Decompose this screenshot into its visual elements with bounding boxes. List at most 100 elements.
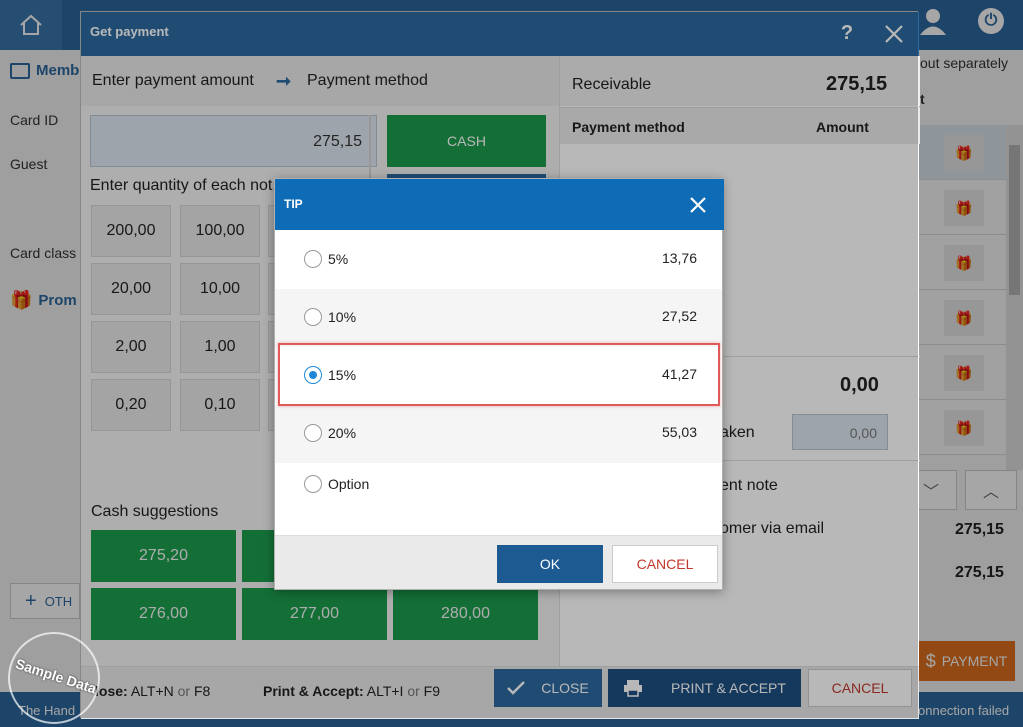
step-enter-amount[interactable]: Enter payment amount bbox=[92, 72, 254, 89]
cash-button[interactable]: CASH bbox=[387, 115, 546, 167]
scrollbar[interactable] bbox=[1006, 125, 1023, 470]
cash-suggestion-button[interactable]: 276,00 bbox=[91, 588, 236, 640]
denomination-button[interactable]: 0,20 bbox=[91, 379, 171, 431]
guest-label: Guest bbox=[10, 156, 48, 172]
cancel-button[interactable]: CANCEL bbox=[612, 545, 718, 583]
member-section: Memb bbox=[10, 62, 79, 79]
gift-icon[interactable]: 🎁 bbox=[944, 355, 984, 391]
due-amount: 275,15 bbox=[955, 564, 1004, 581]
tip-title: TIP bbox=[284, 197, 303, 211]
member-card-icon bbox=[10, 62, 30, 79]
promo-section: 🎁 Prom bbox=[10, 290, 77, 310]
cash-suggestion-button[interactable]: 280,00 bbox=[393, 588, 538, 640]
gift-icon[interactable]: 🎁 bbox=[944, 300, 984, 336]
card-id-label: Card ID bbox=[10, 112, 59, 128]
scroll-up-button[interactable]: ︿ bbox=[965, 470, 1017, 510]
close-icon[interactable] bbox=[685, 192, 711, 218]
chevron-down-icon: ﹀ bbox=[922, 484, 939, 501]
other-button[interactable]: + OTH bbox=[10, 583, 80, 619]
list-item[interactable]: 🎁 bbox=[918, 235, 1006, 290]
watermark-stamp bbox=[8, 632, 100, 724]
scrollbar-thumb[interactable] bbox=[1009, 145, 1020, 295]
print-shortcut-hint: Print & Accept: ALT+I or F9 bbox=[263, 683, 441, 699]
step-bar: Enter payment amount ➞ Payment method bbox=[81, 56, 559, 106]
printer-icon bbox=[624, 680, 643, 697]
list-item[interactable]: 🎁 bbox=[918, 125, 1006, 180]
tip-option-label: 20% bbox=[328, 425, 357, 441]
plus-icon: + bbox=[25, 589, 37, 612]
close-icon[interactable] bbox=[879, 19, 909, 49]
denomination-button[interactable]: 0,10 bbox=[180, 379, 260, 431]
home-button[interactable] bbox=[0, 0, 62, 50]
denomination-button[interactable]: 200,00 bbox=[91, 205, 171, 257]
taken-label: aken bbox=[720, 424, 755, 441]
print-accept-button[interactable]: PRINT & ACCEPT bbox=[608, 669, 801, 707]
payment-table-header: Payment method Amount bbox=[560, 107, 920, 144]
radio-button[interactable] bbox=[304, 308, 322, 326]
gift-icon[interactable]: 🎁 bbox=[944, 190, 984, 226]
tip-option-label: 5% bbox=[328, 251, 349, 267]
list-item[interactable]: 🎁 bbox=[918, 400, 1006, 455]
change-value: 0,00 bbox=[840, 374, 879, 396]
dialog-footer: lose: ALT+N or F8 Print & Accept: ALT+I … bbox=[81, 666, 919, 719]
divider bbox=[560, 460, 920, 461]
close-shortcut-hint: lose: ALT+N or F8 bbox=[95, 683, 211, 699]
help-icon[interactable]: ? bbox=[840, 21, 854, 44]
selection-highlight bbox=[278, 343, 720, 406]
denomination-button[interactable]: 10,00 bbox=[180, 263, 260, 315]
quantity-label: Enter quantity of each not bbox=[90, 177, 273, 194]
list-item[interactable]: 🎁 bbox=[918, 180, 1006, 235]
gift-icon: 🎁 bbox=[10, 290, 33, 310]
denomination-button[interactable]: 20,00 bbox=[91, 263, 171, 315]
tip-option-label: 10% bbox=[328, 309, 357, 325]
denomination-button[interactable]: 2,00 bbox=[91, 321, 171, 373]
gift-icon[interactable]: 🎁 bbox=[944, 135, 984, 171]
tip-option-value: 41,27 bbox=[661, 366, 697, 382]
home-icon bbox=[20, 14, 42, 35]
gift-icon[interactable]: 🎁 bbox=[944, 410, 984, 446]
item-list: 🎁 🎁 🎁 🎁 🎁 🎁 bbox=[918, 125, 1006, 455]
close-button[interactable]: CLOSE bbox=[494, 669, 602, 707]
user-icon[interactable] bbox=[918, 6, 948, 36]
tip-header: TIP bbox=[275, 179, 724, 230]
payment-note-label[interactable]: ent note bbox=[720, 477, 778, 494]
radio-button[interactable] bbox=[304, 475, 322, 493]
tip-option-value: 13,76 bbox=[661, 250, 697, 266]
tip-dialog: TIP 5% 13,76 10% 27,52 15% 41,27 20% 55,… bbox=[274, 178, 724, 590]
email-customer-label[interactable]: omer via email bbox=[720, 520, 825, 537]
taken-input[interactable]: 0,00 bbox=[792, 414, 888, 450]
card-class-label: Card class bbox=[10, 245, 77, 261]
denomination-button[interactable]: 1,00 bbox=[180, 321, 260, 373]
cash-suggestion-button[interactable]: 277,00 bbox=[242, 588, 387, 640]
dialog-header: Get payment ? bbox=[81, 12, 919, 56]
ok-button[interactable]: OK bbox=[497, 545, 603, 583]
receivable-label: Receivable bbox=[572, 76, 652, 93]
list-item[interactable]: 🎁 bbox=[918, 345, 1006, 400]
gift-icon[interactable]: 🎁 bbox=[944, 245, 984, 281]
denomination-button[interactable]: 100,00 bbox=[180, 205, 260, 257]
cancel-button[interactable]: CANCEL bbox=[808, 669, 912, 707]
receivable-value: 275,15 bbox=[826, 73, 888, 95]
tip-option-value: 27,52 bbox=[661, 308, 697, 324]
step-payment-method[interactable]: Payment method bbox=[307, 72, 428, 89]
tip-option-10[interactable]: 10% 27,52 bbox=[275, 289, 722, 347]
list-item[interactable]: 🎁 bbox=[918, 290, 1006, 345]
right-header: out separately t bbox=[920, 55, 1008, 107]
total-amount: 275,15 bbox=[955, 521, 1004, 538]
tip-option-20[interactable]: 20% 55,03 bbox=[275, 405, 722, 463]
radio-button[interactable] bbox=[304, 250, 322, 268]
divider bbox=[560, 356, 920, 357]
tip-option-5[interactable]: 5% 13,76 bbox=[275, 230, 722, 288]
connection-status: onnection failed bbox=[918, 703, 1010, 718]
dialog-title: Get payment bbox=[90, 24, 169, 39]
payment-button[interactable]: $ PAYMENT bbox=[918, 641, 1015, 681]
tip-option-15[interactable]: 15% 41,27 bbox=[275, 347, 722, 405]
get-payment-dialog: Get payment ? Enter payment amount ➞ Pay… bbox=[80, 11, 920, 719]
power-icon[interactable]: ⏻ bbox=[978, 8, 1004, 34]
radio-button[interactable] bbox=[304, 424, 322, 442]
cash-suggestion-button[interactable]: 275,20 bbox=[91, 530, 236, 582]
radio-button-selected[interactable] bbox=[304, 366, 322, 384]
chevron-up-icon: ︿ bbox=[982, 484, 999, 501]
tip-option-custom[interactable]: Option bbox=[275, 463, 722, 521]
payment-amount-input[interactable]: 275,15 bbox=[90, 115, 377, 167]
